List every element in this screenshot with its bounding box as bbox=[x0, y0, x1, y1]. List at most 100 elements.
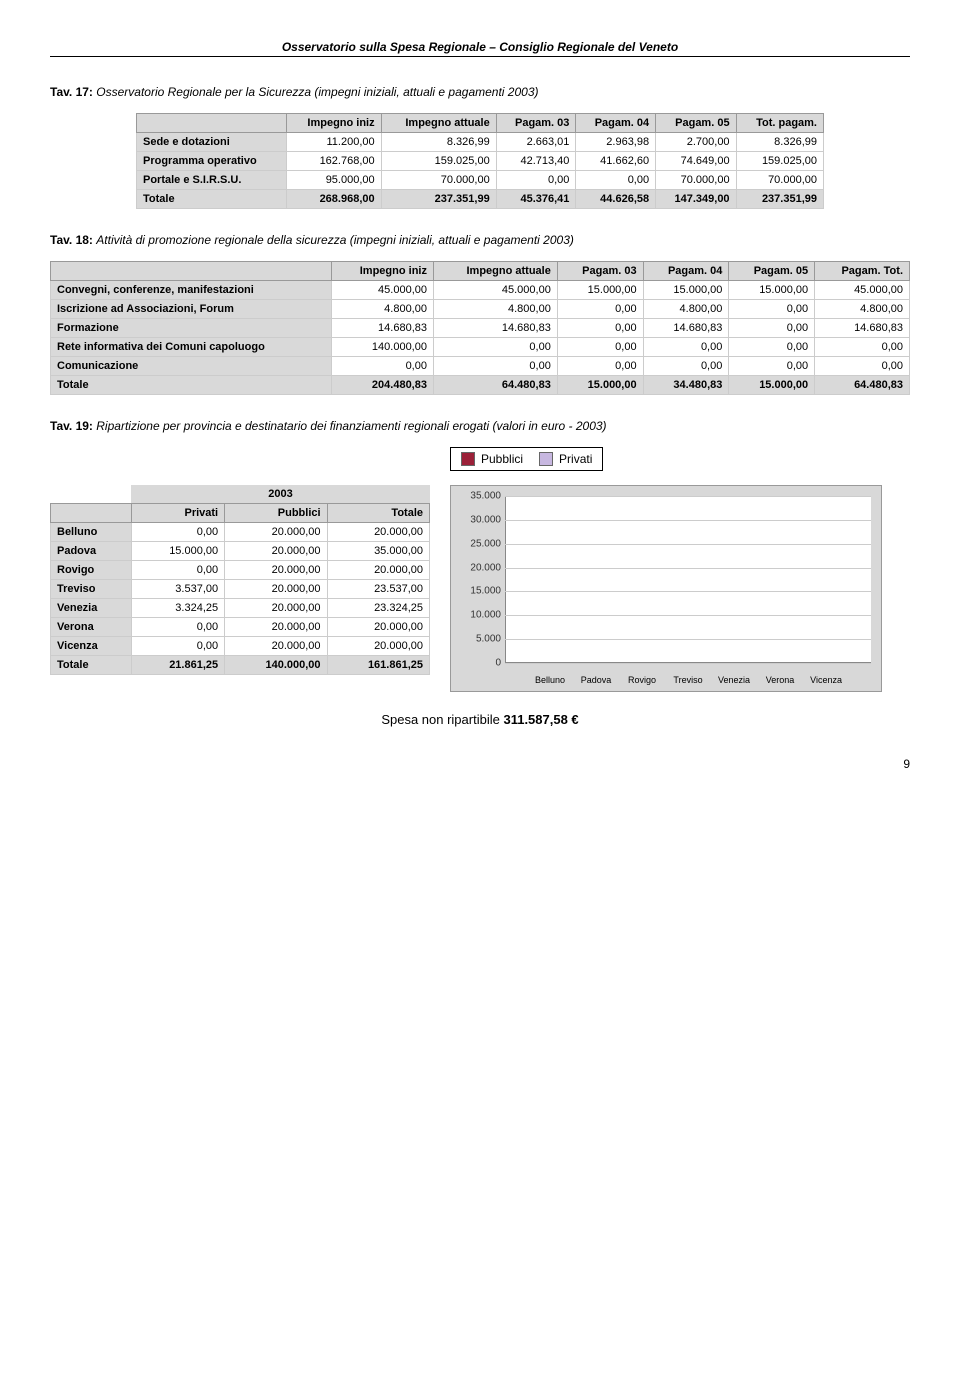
cell: 2.963,98 bbox=[576, 133, 656, 152]
table-row: Totale268.968,00237.351,9945.376,4144.62… bbox=[137, 190, 824, 209]
cell: 159.025,00 bbox=[381, 152, 496, 171]
table-row: Verona0,0020.000,0020.000,00 bbox=[51, 618, 430, 637]
col-header: Totale bbox=[327, 504, 429, 523]
cell: 0,00 bbox=[729, 338, 815, 357]
tav18-desc: Attività di promozione regionale della s… bbox=[96, 233, 574, 247]
row-label: Rete informativa dei Comuni capoluogo bbox=[51, 338, 332, 357]
row-label: Sede e dotazioni bbox=[137, 133, 287, 152]
table-row: Comunicazione0,000,000,000,000,000,00 bbox=[51, 357, 910, 376]
table-row: Vicenza0,0020.000,0020.000,00 bbox=[51, 637, 430, 656]
cell: 2.663,01 bbox=[496, 133, 576, 152]
row-label: Venezia bbox=[51, 599, 132, 618]
y-tick: 25.000 bbox=[451, 538, 501, 549]
col-header: Pagam. 03 bbox=[557, 262, 643, 281]
y-tick: 20.000 bbox=[451, 562, 501, 573]
cell: 0,00 bbox=[433, 357, 557, 376]
cell: 0,00 bbox=[433, 338, 557, 357]
cell: 0,00 bbox=[557, 357, 643, 376]
y-tick: 35.000 bbox=[451, 491, 501, 502]
table-row: Convegni, conferenze, manifestazioni45.0… bbox=[51, 281, 910, 300]
cell: 0,00 bbox=[331, 357, 433, 376]
cell: 23.324,25 bbox=[327, 599, 429, 618]
tav19-desc: Ripartizione per provincia e destinatari… bbox=[96, 419, 606, 433]
cell: 0,00 bbox=[729, 319, 815, 338]
col-header: Pubblici bbox=[225, 504, 327, 523]
row-label: Formazione bbox=[51, 319, 332, 338]
x-label: Rovigo bbox=[628, 675, 656, 685]
cell: 20.000,00 bbox=[327, 637, 429, 656]
x-label: Belluno bbox=[535, 675, 565, 685]
cell: 74.649,00 bbox=[656, 152, 736, 171]
cell: 15.000,00 bbox=[131, 542, 224, 561]
cell: 20.000,00 bbox=[225, 523, 327, 542]
cell: 0,00 bbox=[131, 561, 224, 580]
row-label: Padova bbox=[51, 542, 132, 561]
cell: 20.000,00 bbox=[225, 580, 327, 599]
tav19-title: Tav. 19: Ripartizione per provincia e de… bbox=[50, 419, 910, 433]
row-label: Totale bbox=[51, 656, 132, 675]
cell: 34.480,83 bbox=[643, 376, 729, 395]
table-row: Rete informativa dei Comuni capoluogo140… bbox=[51, 338, 910, 357]
row-label: Rovigo bbox=[51, 561, 132, 580]
col-header: Pagam. 05 bbox=[656, 114, 736, 133]
row-label: Portale e S.I.R.S.U. bbox=[137, 171, 287, 190]
x-label: Vicenza bbox=[810, 675, 842, 685]
cell: 3.324,25 bbox=[131, 599, 224, 618]
cell: 11.200,00 bbox=[286, 133, 381, 152]
y-tick: 0 bbox=[451, 658, 501, 669]
cell: 70.000,00 bbox=[656, 171, 736, 190]
y-tick: 10.000 bbox=[451, 610, 501, 621]
row-label: Totale bbox=[137, 190, 287, 209]
y-tick: 30.000 bbox=[451, 514, 501, 525]
col-header: Pagam. Tot. bbox=[815, 262, 910, 281]
col-header: Pagam. 04 bbox=[576, 114, 656, 133]
footer-note: Spesa non ripartibile 311.587,58 € bbox=[50, 712, 910, 727]
legend-privati: Privati bbox=[559, 452, 592, 466]
row-label: Programma operativo bbox=[137, 152, 287, 171]
cell: 95.000,00 bbox=[286, 171, 381, 190]
cell: 14.680,83 bbox=[815, 319, 910, 338]
table-row: Padova15.000,0020.000,0035.000,00 bbox=[51, 542, 430, 561]
col-header: Impegno iniz bbox=[286, 114, 381, 133]
cell: 20.000,00 bbox=[225, 542, 327, 561]
row-label: Vicenza bbox=[51, 637, 132, 656]
page-number: 9 bbox=[50, 757, 910, 771]
table-row: Totale204.480,8364.480,8315.000,0034.480… bbox=[51, 376, 910, 395]
cell: 4.800,00 bbox=[815, 300, 910, 319]
cell: 0,00 bbox=[643, 338, 729, 357]
x-label: Verona bbox=[766, 675, 795, 685]
cell: 0,00 bbox=[557, 319, 643, 338]
cell: 14.680,83 bbox=[433, 319, 557, 338]
cell: 14.680,83 bbox=[331, 319, 433, 338]
table-row: Iscrizione ad Associazioni, Forum4.800,0… bbox=[51, 300, 910, 319]
cell: 20.000,00 bbox=[327, 618, 429, 637]
table-row: Belluno0,0020.000,0020.000,00 bbox=[51, 523, 430, 542]
cell: 147.349,00 bbox=[656, 190, 736, 209]
cell: 268.968,00 bbox=[286, 190, 381, 209]
cell: 0,00 bbox=[729, 300, 815, 319]
chart-legend: Pubblici Privati bbox=[450, 447, 603, 471]
cell: 0,00 bbox=[496, 171, 576, 190]
row-label: Verona bbox=[51, 618, 132, 637]
cell: 15.000,00 bbox=[643, 281, 729, 300]
cell: 15.000,00 bbox=[729, 376, 815, 395]
cell: 21.861,25 bbox=[131, 656, 224, 675]
cell: 14.680,83 bbox=[643, 319, 729, 338]
col-header: Pagam. 03 bbox=[496, 114, 576, 133]
cell: 3.537,00 bbox=[131, 580, 224, 599]
table-row: Totale21.861,25140.000,00161.861,25 bbox=[51, 656, 430, 675]
col-header: Privati bbox=[131, 504, 224, 523]
tav17-title: Tav. 17: Osservatorio Regionale per la S… bbox=[50, 85, 910, 99]
cell: 161.861,25 bbox=[327, 656, 429, 675]
cell: 237.351,99 bbox=[736, 190, 823, 209]
cell: 0,00 bbox=[557, 300, 643, 319]
tav19-table: 2003 PrivatiPubbliciTotale Belluno0,0020… bbox=[50, 485, 430, 675]
cell: 0,00 bbox=[729, 357, 815, 376]
row-label: Totale bbox=[51, 376, 332, 395]
cell: 64.480,83 bbox=[433, 376, 557, 395]
cell: 0,00 bbox=[131, 523, 224, 542]
cell: 23.537,00 bbox=[327, 580, 429, 599]
table-row: Portale e S.I.R.S.U.95.000,00 70.000,00 0,… bbox=[137, 171, 824, 190]
row-label: Belluno bbox=[51, 523, 132, 542]
cell: 4.800,00 bbox=[643, 300, 729, 319]
